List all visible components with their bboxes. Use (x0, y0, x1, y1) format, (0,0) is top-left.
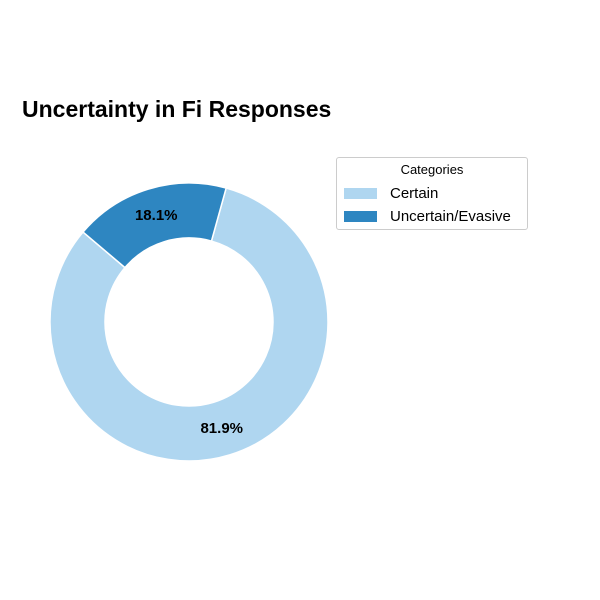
chart-title: Uncertainty in Fi Responses (22, 96, 332, 122)
donut-slice-uncertain-evasive (81, 182, 228, 269)
legend-swatch-certain (344, 187, 377, 199)
legend-title: Categories (400, 162, 464, 177)
pct-label-uncertain-evasive: 18.1% (135, 207, 178, 224)
legend-item-uncertain-evasive: Uncertain/Evasive (344, 206, 511, 226)
legend-item-certain: Certain (344, 183, 438, 203)
pct-label-certain: 81.9% (200, 420, 243, 437)
legend-label-uncertain-evasive: Uncertain/Evasive (390, 207, 511, 225)
donut-slice-certain (49, 187, 329, 462)
legend-swatch-uncertain-evasive (344, 210, 377, 222)
legend-label-certain: Certain (390, 184, 439, 202)
legend: Categories Certain Uncertain/Evasive (336, 157, 528, 230)
